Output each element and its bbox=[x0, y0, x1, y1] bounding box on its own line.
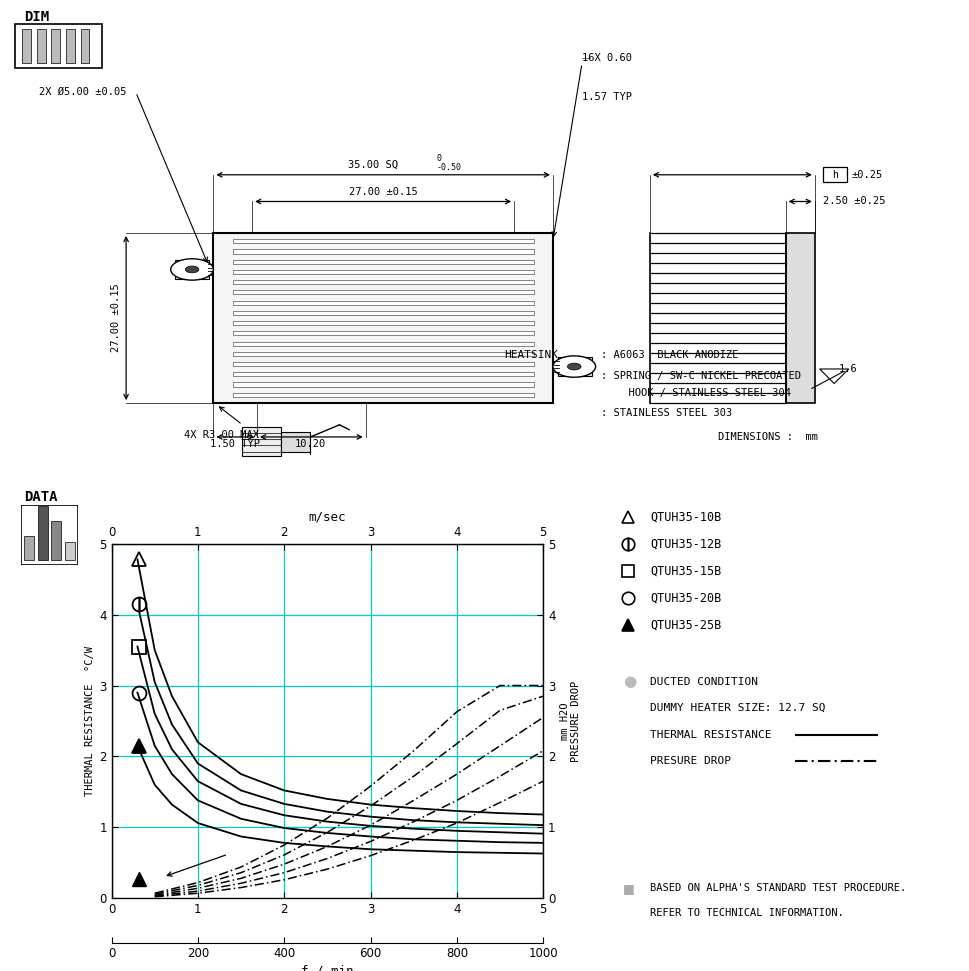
Text: : STAINLESS STEEL 303: : STAINLESS STEEL 303 bbox=[601, 408, 732, 418]
Text: QTUH35-10B: QTUH35-10B bbox=[649, 510, 720, 523]
Bar bbox=[233, 301, 533, 305]
Text: 16X 0.60: 16X 0.60 bbox=[581, 53, 632, 63]
Text: HOOK / STAINLESS STEEL 304: HOOK / STAINLESS STEEL 304 bbox=[615, 388, 790, 398]
X-axis label: f / min: f / min bbox=[300, 964, 354, 971]
Text: REFER TO TECHNICAL INFORMATION.: REFER TO TECHNICAL INFORMATION. bbox=[649, 908, 843, 918]
Text: QTUH35-25B: QTUH35-25B bbox=[649, 619, 720, 632]
Text: BASED ON ALPHA'S STANDARD TEST PROCEDURE.: BASED ON ALPHA'S STANDARD TEST PROCEDURE… bbox=[649, 884, 905, 893]
Bar bbox=[233, 321, 533, 325]
Bar bbox=[822, 167, 846, 183]
Circle shape bbox=[552, 355, 595, 377]
Circle shape bbox=[567, 363, 580, 370]
Text: PRESURE DROP: PRESURE DROP bbox=[649, 756, 731, 766]
Y-axis label: THERMAL RESISTANCE  °C/W: THERMAL RESISTANCE °C/W bbox=[85, 646, 95, 796]
Bar bbox=[37, 29, 46, 63]
Text: 27.00 ±0.15: 27.00 ±0.15 bbox=[111, 284, 121, 352]
Text: DATA: DATA bbox=[24, 490, 58, 504]
Bar bbox=[51, 29, 60, 63]
Text: DIM: DIM bbox=[24, 10, 49, 23]
Bar bbox=[51, 521, 61, 560]
Text: ■: ■ bbox=[622, 882, 634, 895]
Text: -0.50: -0.50 bbox=[436, 163, 461, 173]
Bar bbox=[24, 536, 34, 560]
Text: QTUH35-12B: QTUH35-12B bbox=[649, 537, 720, 551]
Text: ●: ● bbox=[622, 674, 636, 689]
Bar bbox=[233, 383, 533, 386]
Text: 2X Ø5.00 ±0.05: 2X Ø5.00 ±0.05 bbox=[39, 87, 126, 97]
Bar bbox=[80, 29, 89, 63]
Bar bbox=[785, 233, 814, 403]
Text: : A6063  BLACK ANODIZE: : A6063 BLACK ANODIZE bbox=[601, 350, 738, 359]
Bar bbox=[233, 331, 533, 335]
Text: 1.57 TYP: 1.57 TYP bbox=[581, 92, 632, 102]
Circle shape bbox=[185, 266, 199, 273]
Bar bbox=[213, 233, 552, 403]
Text: THERMAL RESISTANCE: THERMAL RESISTANCE bbox=[649, 730, 770, 740]
Circle shape bbox=[171, 258, 213, 280]
Text: HEATSINK: HEATSINK bbox=[504, 350, 558, 359]
Bar bbox=[15, 24, 102, 68]
Text: DIMENSIONS :  mm: DIMENSIONS : mm bbox=[717, 432, 817, 442]
Bar bbox=[233, 342, 533, 346]
Text: 0: 0 bbox=[436, 153, 441, 162]
Text: 27.00 ±0.15: 27.00 ±0.15 bbox=[349, 186, 417, 196]
Bar bbox=[65, 542, 75, 560]
Bar bbox=[22, 29, 31, 63]
Bar bbox=[233, 239, 533, 244]
Bar bbox=[66, 29, 75, 63]
Text: 4X R3.00 MAX: 4X R3.00 MAX bbox=[184, 429, 259, 440]
Bar bbox=[233, 270, 533, 274]
Text: ±0.25: ±0.25 bbox=[851, 170, 882, 180]
Text: 2.50 ±0.25: 2.50 ±0.25 bbox=[822, 196, 884, 207]
Bar bbox=[233, 352, 533, 356]
Bar bbox=[233, 290, 533, 294]
Text: : SPRING / SW-C NICKEL PRECOATED: : SPRING / SW-C NICKEL PRECOATED bbox=[601, 371, 800, 382]
Bar bbox=[233, 259, 533, 264]
Bar bbox=[233, 280, 533, 285]
Text: 35.00 SQ: 35.00 SQ bbox=[348, 160, 398, 170]
Bar bbox=[233, 392, 533, 397]
Text: QTUH35-15B: QTUH35-15B bbox=[649, 564, 720, 578]
Bar bbox=[174, 259, 208, 280]
Text: QTUH35-20B: QTUH35-20B bbox=[649, 591, 720, 605]
Bar bbox=[233, 372, 533, 377]
Text: 1.50 TYP: 1.50 TYP bbox=[209, 439, 260, 450]
X-axis label: m/sec: m/sec bbox=[308, 511, 346, 523]
Text: h: h bbox=[830, 170, 837, 180]
Bar bbox=[233, 250, 533, 253]
Text: DUMMY HEATER SIZE: 12.7 SQ: DUMMY HEATER SIZE: 12.7 SQ bbox=[649, 703, 825, 713]
Text: DUCTED CONDITION: DUCTED CONDITION bbox=[649, 677, 757, 686]
Text: 1.6: 1.6 bbox=[838, 364, 857, 374]
Bar bbox=[242, 427, 281, 456]
Bar bbox=[38, 506, 47, 560]
Bar bbox=[557, 357, 591, 376]
Y-axis label: mm H2O
PRESSURE DROP: mm H2O PRESSURE DROP bbox=[559, 681, 580, 761]
Bar bbox=[281, 432, 310, 452]
Text: 10.20: 10.20 bbox=[295, 439, 326, 450]
Bar bbox=[233, 311, 533, 315]
Bar bbox=[233, 362, 533, 366]
